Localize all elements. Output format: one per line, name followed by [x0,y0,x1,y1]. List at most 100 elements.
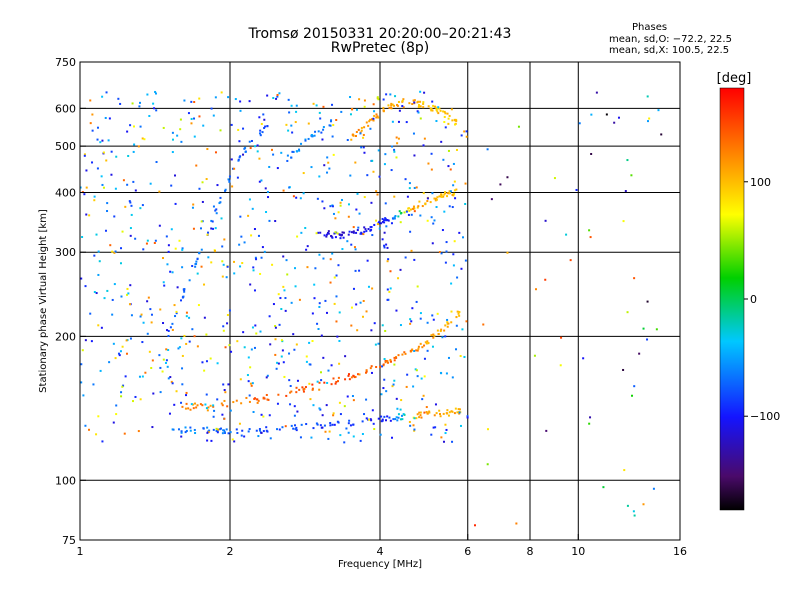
data-point [239,265,242,268]
data-point [419,117,422,120]
data-point [368,120,371,123]
data-point [445,372,448,375]
data-point [165,235,168,238]
data-point [589,416,592,419]
data-point [138,375,141,378]
data-point [198,187,201,190]
data-point [112,342,115,345]
data-point [397,416,400,419]
data-point [391,120,394,123]
data-point [350,243,353,246]
data-point [380,415,383,418]
data-point [443,115,446,118]
data-point [318,111,321,114]
data-point [409,208,412,211]
data-point [89,122,92,125]
data-point [227,432,230,435]
data-point [252,410,255,413]
data-point [214,227,217,230]
data-point [339,201,342,204]
data-point [358,212,361,215]
data-point [367,285,370,288]
data-point [422,144,425,147]
data-point [326,171,329,174]
data-point [286,273,289,276]
data-point [352,399,355,402]
data-point [221,404,224,407]
data-point [413,99,416,102]
data-point [131,102,134,105]
data-point [175,312,178,315]
data-point [310,134,313,137]
data-point [392,217,395,220]
data-point [318,381,321,384]
data-point [221,275,224,278]
data-point [350,231,353,234]
data-point [193,135,196,138]
data-point [417,347,420,350]
data-point [354,161,357,164]
data-point [466,416,469,419]
data-point [85,213,88,216]
data-point [167,377,170,380]
data-point [389,360,392,363]
data-point [283,375,286,378]
data-point [129,337,132,340]
data-point [419,100,422,103]
data-point [362,133,365,136]
data-point [397,100,400,103]
data-point [267,196,270,199]
data-point [83,193,86,196]
data-point [419,317,422,320]
data-point [206,148,209,151]
data-point [154,239,157,242]
data-point [110,150,113,153]
data-point [80,363,83,366]
data-point [388,416,391,419]
data-point [174,174,177,177]
data-point [152,102,155,105]
data-point [321,414,324,417]
data-point [426,412,429,415]
data-point [426,340,429,343]
data-point [419,312,422,315]
data-point [421,346,424,349]
data-point [427,162,430,165]
data-point [145,242,148,245]
data-point [195,260,198,263]
data-point [393,217,396,220]
data-point [363,151,366,154]
data-point [316,380,319,383]
data-point [260,256,263,259]
data-point [290,301,293,304]
data-point [418,411,421,414]
data-point [426,197,429,200]
data-point [129,227,132,230]
data-point [207,256,210,259]
data-point [438,107,441,110]
data-point [179,118,182,121]
data-point [102,151,105,154]
data-point [590,113,593,116]
data-point [151,359,154,362]
y-tick-label: 400 [55,186,76,199]
data-point [395,136,398,139]
data-point [261,246,264,249]
data-point [393,379,396,382]
data-point [258,180,261,183]
data-point [323,164,326,167]
data-point [330,364,333,367]
data-point [169,376,172,379]
data-point [120,247,123,250]
data-point [419,214,422,217]
chart-title: Tromsø 20150331 20:20:00–20:21:43 [248,26,512,42]
data-point [456,310,459,313]
data-point [254,324,257,327]
data-point [633,514,636,517]
data-point [225,428,228,431]
data-point [433,334,436,337]
data-point [258,116,261,119]
data-point [320,131,323,134]
data-point [333,423,336,426]
